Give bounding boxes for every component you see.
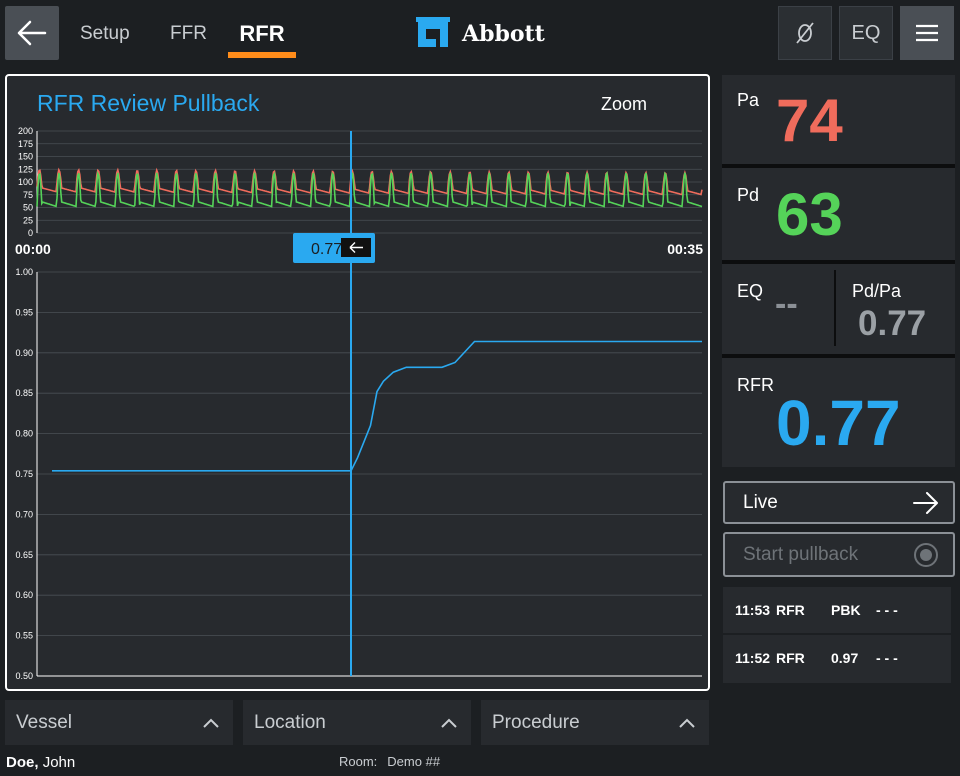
zero-icon — [796, 22, 814, 44]
rfr-box — [722, 358, 955, 467]
active-tab-indicator — [228, 52, 296, 58]
vessel-label: Vessel — [16, 711, 72, 733]
vessel-dropdown[interactable]: Vessel — [5, 700, 233, 745]
pd-value: 63 — [776, 181, 843, 248]
record-icon — [914, 542, 938, 567]
y-tick-label: 75 — [23, 190, 33, 200]
chevron-up-icon — [441, 718, 457, 728]
back-button[interactable] — [5, 6, 59, 60]
tab-setup[interactable]: Setup — [80, 23, 130, 44]
abbott-logo: Abbott — [414, 14, 545, 54]
history-row[interactable]: 11:53 RFR PBK - - - — [723, 587, 951, 635]
y-tick-label: 0.50 — [15, 671, 33, 681]
chevron-up-icon — [203, 718, 219, 728]
chart-canvas[interactable]: 0 25 50 75 100 125 150 175 200 00:00 00:35 0.50 0.55… — [7, 76, 708, 689]
pdpa-label: Pd/Pa — [852, 281, 902, 301]
menu-button[interactable] — [900, 6, 954, 60]
rfr-label: RFR — [737, 375, 774, 395]
history-row[interactable]: 11:52 RFR 0.97 - - - — [723, 635, 951, 681]
y-tick-label: 1.00 — [15, 267, 33, 277]
patient-name: Doe, John — [6, 754, 75, 771]
pa-label: Pa — [737, 90, 760, 110]
room-value: Demo ## — [387, 754, 441, 769]
eq-label: EQ — [737, 281, 764, 301]
room-info: Room: Demo ## — [339, 754, 440, 769]
history-list: 11:53 RFR PBK - - - 11:52 RFR 0.97 - - - — [723, 587, 951, 683]
history-time: 11:52 — [735, 650, 771, 666]
y-tick-label: 0.80 — [15, 429, 33, 439]
chevron-up-icon — [679, 718, 695, 728]
y-tick-label: 200 — [18, 126, 33, 136]
cursor-value: 0.77 — [311, 241, 342, 258]
pd-box — [722, 168, 955, 260]
location-label: Location — [254, 711, 326, 733]
history-type: RFR — [776, 602, 805, 618]
history-extra: - - - — [876, 602, 898, 618]
pdpa-value: 0.77 — [858, 304, 927, 343]
rfr-line — [52, 340, 702, 472]
y-tick-label: 25 — [23, 215, 33, 225]
tab-rfr[interactable]: RFR — [239, 21, 285, 46]
history-extra: - - - — [876, 650, 898, 666]
logo-text: Abbott — [462, 21, 545, 47]
room-label: Room: — [339, 754, 378, 769]
divider — [722, 260, 955, 264]
divider — [722, 164, 955, 168]
y-tick-label: 0.60 — [15, 590, 33, 600]
chart-title: RFR Review Pullback — [37, 90, 260, 116]
hamburger-icon — [916, 24, 938, 42]
pa-box — [722, 75, 955, 164]
procedure-label: Procedure — [492, 711, 580, 733]
pullback-chart-panel: RFR Review Pullback Zoom 0 25 50 75 100 125 15… — [5, 74, 710, 691]
arrow-left-icon — [17, 20, 47, 46]
eq-button[interactable]: EQ — [839, 6, 893, 60]
history-value: 0.97 — [831, 650, 859, 666]
arrow-right-icon — [913, 491, 938, 514]
y-tick-label: 0.55 — [15, 631, 33, 641]
procedure-dropdown[interactable]: Procedure — [481, 700, 709, 745]
y-tick-label: 0.75 — [15, 469, 33, 479]
history-type: RFR — [776, 650, 805, 666]
live-button[interactable]: Live — [723, 481, 955, 524]
y-tick-label: 100 — [18, 177, 33, 187]
y-tick-label: 0 — [28, 228, 33, 238]
y-tick-label: 0.85 — [15, 388, 33, 398]
start-pullback-label: Start pullback — [743, 543, 859, 565]
y-tick-label: 175 — [18, 139, 33, 149]
location-dropdown[interactable]: Location — [243, 700, 471, 745]
rfr-value: 0.77 — [776, 387, 901, 459]
pd-waveform-line — [36, 170, 703, 208]
zoom-button[interactable]: Zoom — [601, 94, 648, 114]
tab-ffr[interactable]: FFR — [170, 23, 207, 44]
y-tick-label: 0.65 — [15, 550, 33, 560]
eq-value: -- — [775, 285, 798, 323]
abbott-logo-icon — [416, 17, 450, 47]
x-start-label: 00:00 — [15, 241, 51, 257]
history-value: PBK — [831, 602, 861, 618]
pa-value: 74 — [776, 87, 843, 154]
pa-waveform-line — [36, 167, 703, 196]
y-tick-label: 150 — [18, 152, 33, 162]
arrow-left-icon — [349, 242, 363, 253]
divider — [722, 354, 955, 358]
history-time: 11:53 — [735, 602, 771, 618]
zero-button[interactable] — [778, 6, 832, 60]
live-label: Live — [743, 491, 778, 513]
y-tick-label: 125 — [18, 164, 33, 174]
eq-divider — [834, 270, 836, 346]
x-end-label: 00:35 — [667, 241, 703, 257]
start-pullback-button[interactable]: Start pullback — [723, 532, 955, 577]
y-tick-label: 50 — [23, 203, 33, 213]
patient-first-name: John — [42, 754, 76, 771]
pd-label: Pd — [737, 185, 760, 205]
eq-box — [722, 264, 955, 354]
patient-last-name: Doe, — [6, 754, 39, 771]
y-tick-label: 0.95 — [15, 307, 33, 317]
y-tick-label: 0.90 — [15, 348, 33, 358]
y-tick-label: 0.70 — [15, 509, 33, 519]
